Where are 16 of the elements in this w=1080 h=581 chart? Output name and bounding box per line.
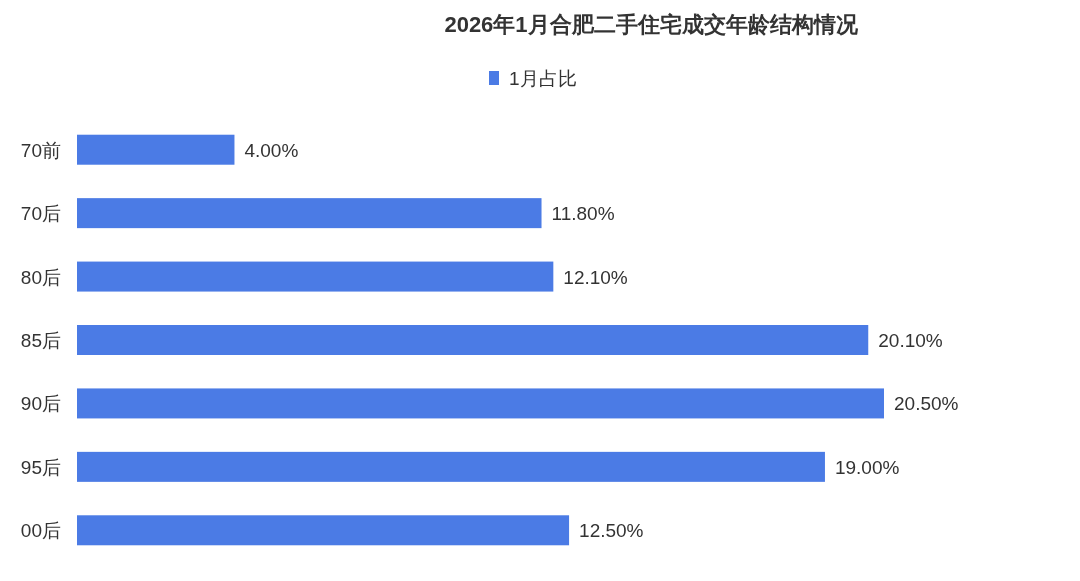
legend-label: 1月占比 <box>509 68 577 89</box>
data-label: 12.10% <box>563 266 628 288</box>
data-label: 20.50% <box>894 393 959 415</box>
title: 2026年1月合肥二手住宅成交年龄结构情况 <box>444 12 858 37</box>
category-label: 90后 <box>20 393 61 415</box>
data-label: 20.10% <box>878 330 943 351</box>
category-label: 70前 <box>20 139 61 161</box>
category-label: 85后 <box>20 330 61 351</box>
category-label: 80后 <box>20 266 61 288</box>
data-label: 4.00% <box>244 139 299 161</box>
data-label: 11.80% <box>551 203 615 225</box>
category-label: 00后 <box>20 520 61 542</box>
data-label: 19.00% <box>834 456 900 478</box>
data-label: 12.50% <box>579 520 644 542</box>
category-label: 70后 <box>20 203 61 225</box>
category-label: 95后 <box>20 456 61 478</box>
